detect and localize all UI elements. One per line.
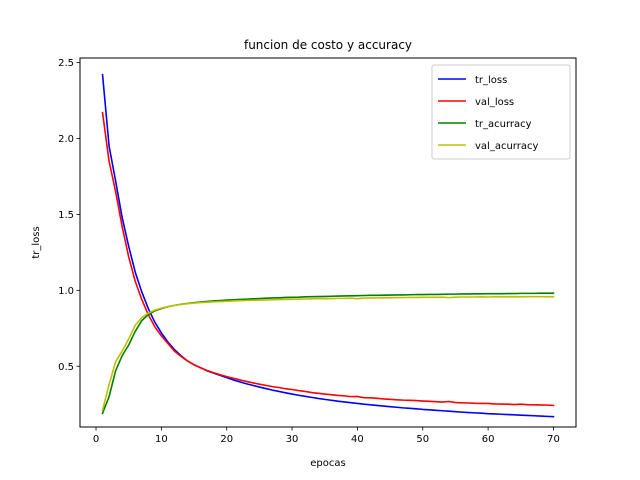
x-tick-label: 40 <box>351 434 364 445</box>
y-tick-label: 0.5 <box>58 362 74 373</box>
y-axis: 0.5 1.0 1.5 2.0 2.5 <box>58 58 80 373</box>
x-tick-label: 50 <box>416 434 429 445</box>
legend-label-tr-loss: tr_loss <box>475 75 507 86</box>
legend-label-val-acurracy: val_acurracy <box>475 141 538 152</box>
x-tick-label: 60 <box>482 434 495 445</box>
series-line-val-acurracy <box>101 295 555 412</box>
legend-box <box>431 64 571 160</box>
x-tick-label: 10 <box>155 434 168 445</box>
x-tick-label: 70 <box>547 434 560 445</box>
series-line-val-loss <box>101 111 555 407</box>
axes-frame <box>79 57 577 428</box>
x-tick-label: 30 <box>286 434 299 445</box>
plot-area <box>101 73 555 418</box>
y-tick-label: 2.0 <box>58 134 74 145</box>
y-axis-label: tr_loss <box>31 226 42 258</box>
x-tick-label: 0 <box>93 434 99 445</box>
legend: tr_loss val_loss tr_acurracy val_acurracy <box>431 64 571 160</box>
series-line-tr-loss <box>101 73 555 418</box>
x-axis: 0 10 20 30 40 50 60 70 <box>93 427 560 445</box>
x-tick-label: 20 <box>220 434 233 445</box>
legend-label-val-loss: val_loss <box>475 97 514 108</box>
legend-label-tr-acurracy: tr_acurracy <box>475 119 532 130</box>
y-tick-label: 2.5 <box>58 58 74 69</box>
chart-title: funcion de costo y accuracy <box>244 38 412 52</box>
y-tick-label: 1.0 <box>58 286 74 297</box>
x-axis-label: epocas <box>310 458 345 469</box>
y-tick-label: 1.5 <box>58 210 74 221</box>
